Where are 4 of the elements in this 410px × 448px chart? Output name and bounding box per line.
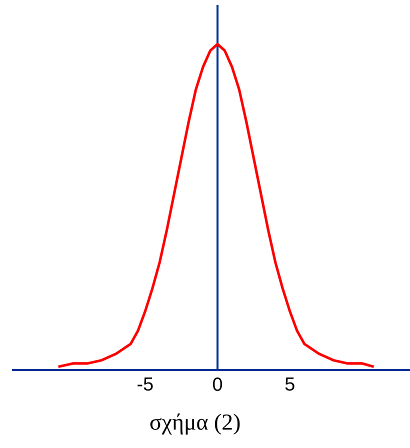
x-tick-label: 0 (212, 378, 222, 391)
x-tick-label: 5 (285, 378, 294, 391)
x-tick-label: -5 (138, 378, 153, 391)
x-axis-title: σχήμα (2) (150, 414, 240, 435)
